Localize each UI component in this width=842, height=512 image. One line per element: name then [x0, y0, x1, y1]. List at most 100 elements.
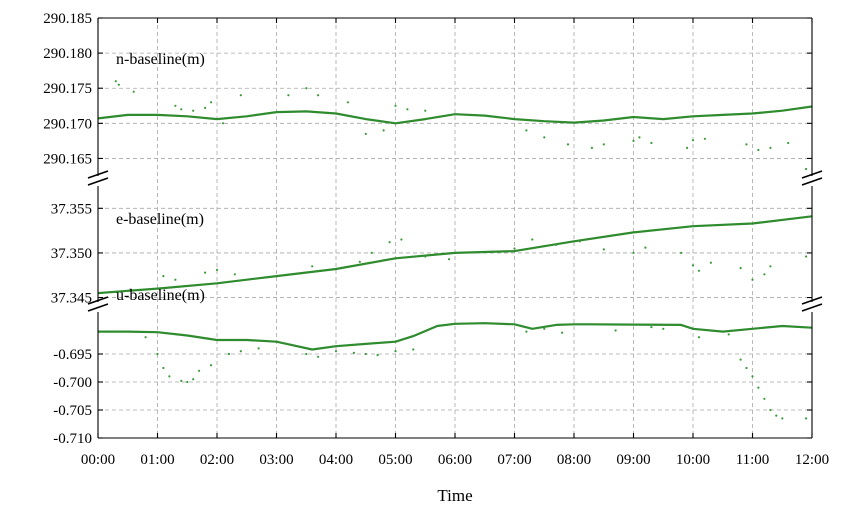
data-point — [757, 148, 760, 152]
y-tick-label: -0.700 — [53, 375, 92, 391]
data-point — [180, 379, 183, 382]
data-point — [168, 375, 171, 378]
axis-break-mark — [87, 177, 109, 186]
data-point — [763, 273, 766, 276]
data-point — [662, 327, 665, 330]
series-line — [98, 322, 812, 351]
axis-break-mark — [87, 296, 109, 305]
data-point — [358, 260, 361, 263]
data-point — [566, 143, 570, 146]
data-point — [632, 251, 635, 254]
data-point — [680, 251, 683, 254]
data-point — [210, 101, 213, 104]
x-tick-label: 11:00 — [736, 452, 770, 468]
data-point — [239, 94, 242, 97]
data-point — [638, 136, 641, 139]
data-point — [144, 336, 147, 339]
data-point — [745, 366, 748, 370]
panel-e: 37.345 37.350 37.355 e-baseline(m) — [51, 201, 812, 307]
data-point — [525, 330, 528, 333]
data-point — [543, 136, 546, 139]
data-point — [424, 255, 427, 258]
data-point — [227, 352, 230, 356]
data-point — [394, 104, 397, 107]
data-point — [745, 143, 748, 146]
data-point — [602, 248, 605, 251]
x-tick-label: 06:00 — [438, 452, 472, 468]
data-point — [114, 80, 117, 83]
data-point — [703, 137, 707, 140]
data-point — [602, 143, 605, 146]
data-point — [311, 265, 314, 268]
axis-break-mark — [801, 177, 823, 186]
y-tick-label: 290.185 — [43, 11, 92, 27]
data-point — [287, 94, 290, 97]
y-tick-label: -0.710 — [53, 431, 92, 447]
x-tick-label: 01:00 — [140, 452, 174, 468]
data-point — [400, 238, 403, 241]
panel-u: -0.710 -0.705 -0.700 -0.695 u-baseline(m) — [53, 287, 812, 447]
x-tick-label: 00:00 — [81, 452, 115, 468]
axis-break-mark — [801, 303, 823, 312]
data-point — [192, 378, 195, 381]
data-point — [697, 336, 701, 339]
data-point — [763, 397, 766, 400]
data-point — [751, 375, 754, 378]
data-point — [632, 139, 635, 142]
data-point — [162, 366, 165, 370]
y-tick-label: 290.180 — [43, 46, 92, 62]
data-point — [412, 348, 415, 351]
data-point — [132, 90, 135, 93]
data-point — [174, 278, 177, 281]
data-point — [305, 352, 308, 356]
data-point — [204, 106, 207, 109]
x-tick-label: 10:00 — [676, 452, 710, 468]
data-point — [543, 327, 546, 330]
data-point — [370, 251, 373, 254]
data-point — [739, 267, 742, 270]
data-point — [644, 246, 647, 249]
panel-label: n-baseline(m) — [116, 51, 205, 68]
data-point — [394, 350, 397, 353]
y-tick-label: 290.175 — [43, 81, 92, 97]
data-point — [650, 141, 653, 145]
series-group — [98, 80, 812, 171]
axis-break-mark — [801, 170, 823, 179]
data-point — [578, 240, 582, 243]
data-point — [233, 273, 236, 276]
data-point — [590, 146, 594, 149]
data-point — [805, 417, 808, 420]
data-point — [221, 122, 225, 125]
data-point — [769, 146, 772, 149]
x-tick-label: 09:00 — [616, 452, 650, 468]
x-tick-label: 12:00 — [795, 452, 829, 468]
x-tick-label: 05:00 — [378, 452, 412, 468]
x-tick-label: 07:00 — [497, 452, 531, 468]
axis-break-mark — [87, 303, 109, 312]
data-point — [561, 331, 564, 334]
data-point — [697, 269, 701, 272]
axis-break-mark — [87, 170, 109, 179]
x-tick-label: 02:00 — [200, 452, 234, 468]
data-point — [513, 247, 516, 250]
series-line — [98, 215, 812, 295]
y-tick-label: -0.705 — [53, 403, 92, 419]
x-tick-label: 04:00 — [319, 452, 353, 468]
series-group — [98, 215, 812, 295]
data-point — [364, 352, 367, 356]
data-point — [117, 83, 120, 86]
panel-n: 290.165 290.170 290.175 290.180 290.185 n-bas… — [43, 11, 812, 171]
data-point — [555, 243, 558, 246]
panel-label: e-baseline(m) — [116, 211, 204, 228]
data-point — [781, 417, 784, 420]
y-tick-label: -0.695 — [53, 347, 92, 363]
y-tick-label: 290.165 — [43, 151, 92, 167]
data-point — [198, 369, 201, 372]
data-point — [156, 352, 159, 356]
data-point — [180, 108, 183, 111]
data-point — [257, 347, 260, 350]
series-group — [98, 322, 812, 420]
x-axis-title: Time — [437, 486, 472, 505]
y-tick-label: 37.345 — [51, 291, 92, 307]
